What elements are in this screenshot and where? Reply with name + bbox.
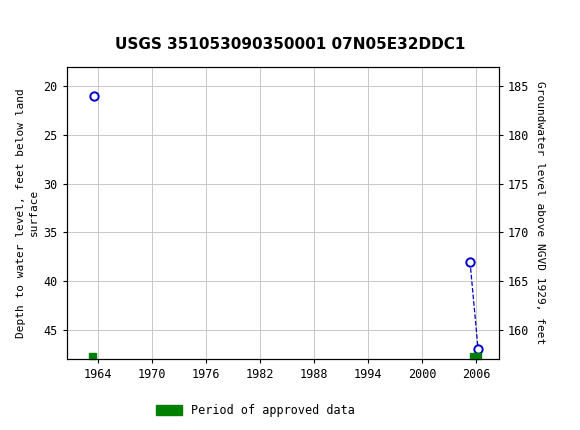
Text: ≡USGS: ≡USGS bbox=[10, 11, 81, 29]
Y-axis label: Depth to water level, feet below land
surface: Depth to water level, feet below land su… bbox=[16, 88, 39, 338]
Bar bbox=[470, 353, 481, 359]
Legend: Period of approved data: Period of approved data bbox=[151, 399, 360, 422]
Text: USGS 351053090350001 07N05E32DDC1: USGS 351053090350001 07N05E32DDC1 bbox=[115, 37, 465, 52]
Y-axis label: Groundwater level above NGVD 1929, feet: Groundwater level above NGVD 1929, feet bbox=[535, 81, 545, 344]
Bar bbox=[89, 353, 96, 359]
